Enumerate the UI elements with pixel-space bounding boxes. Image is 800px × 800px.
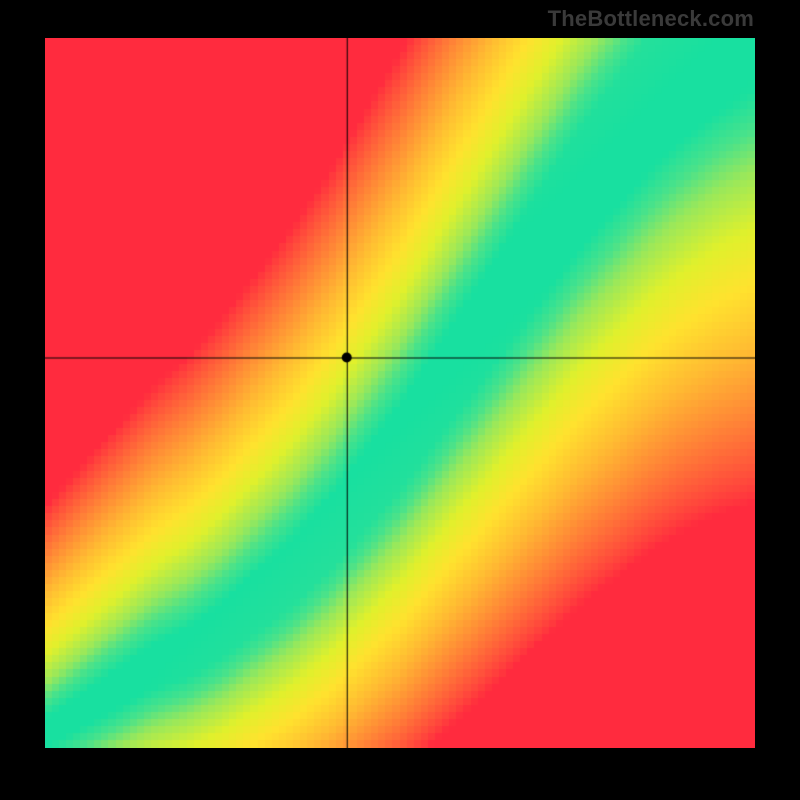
chart-container: TheBottleneck.com	[0, 0, 800, 800]
attribution-text: TheBottleneck.com	[548, 6, 754, 32]
chart-area	[45, 38, 755, 748]
heatmap-canvas	[45, 38, 755, 748]
